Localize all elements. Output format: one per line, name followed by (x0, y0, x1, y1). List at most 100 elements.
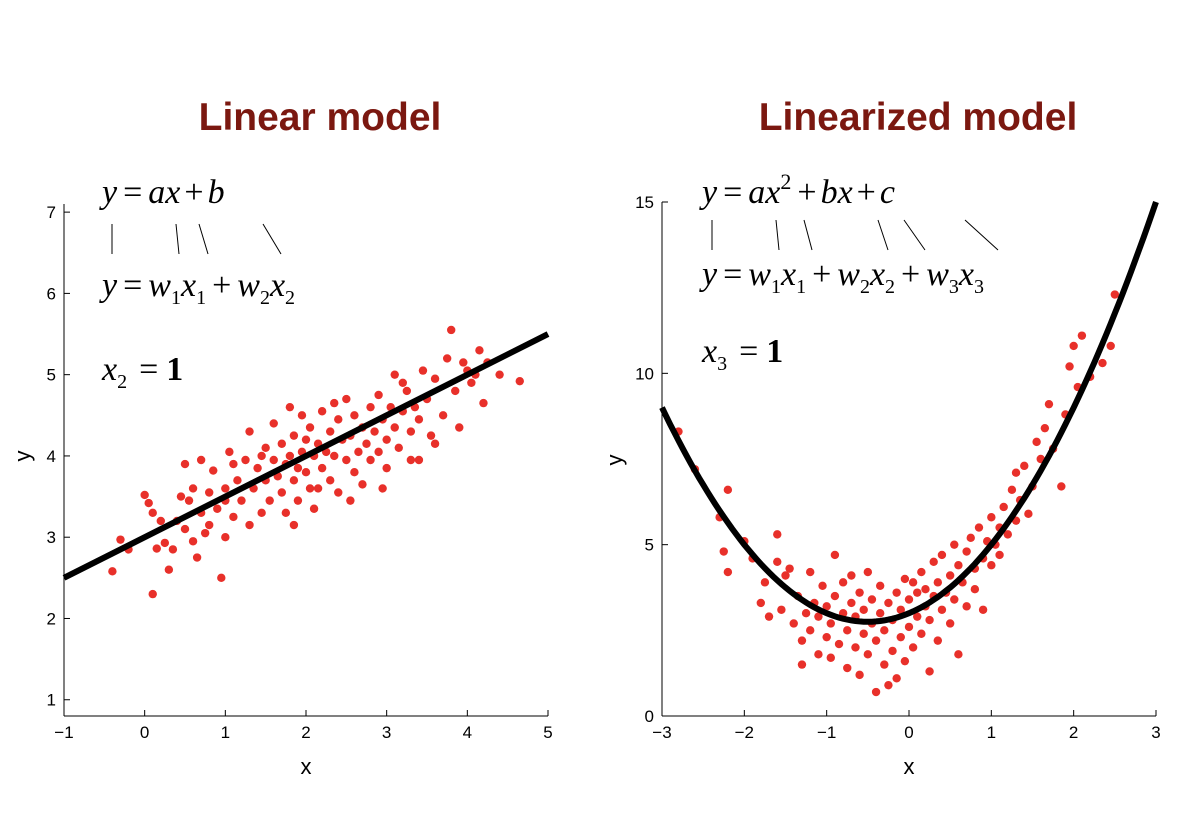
data-point (925, 667, 934, 676)
data-point (414, 455, 424, 465)
x-tick-label: 5 (543, 723, 552, 742)
data-point (1003, 530, 1012, 539)
data-point (834, 639, 844, 649)
data-point (871, 687, 881, 697)
equation-connector-lines (111, 223, 282, 255)
data-point (180, 524, 190, 534)
data-point (954, 561, 963, 570)
x-tick-label: 1 (987, 723, 996, 742)
data-point (237, 496, 246, 505)
data-point (764, 612, 774, 621)
data-point (1044, 399, 1054, 409)
data-point (838, 578, 848, 587)
data-point (1057, 482, 1066, 491)
data-point (855, 670, 864, 680)
data-point (884, 598, 893, 608)
data-point (334, 488, 343, 497)
data-point (945, 619, 955, 628)
data-point (196, 455, 206, 465)
data-point (406, 455, 416, 465)
data-point (814, 650, 823, 659)
y-tick-label: 1 (47, 691, 56, 710)
x-tick-label: −3 (652, 723, 671, 742)
data-point (451, 386, 460, 396)
data-point (426, 431, 436, 440)
data-point (265, 496, 274, 505)
data-point (305, 423, 315, 432)
fit-line (62, 331, 550, 581)
data-point (871, 636, 881, 645)
data-point (851, 643, 860, 652)
data-point (309, 504, 319, 513)
data-point (789, 619, 798, 628)
data-point (995, 550, 1004, 560)
data-point (152, 544, 161, 553)
data-point (773, 530, 782, 539)
data-point (921, 585, 930, 594)
data-point (229, 459, 238, 469)
data-point (140, 490, 149, 500)
data-point (354, 447, 363, 457)
data-point (950, 540, 959, 549)
data-point (144, 498, 153, 508)
x-tick-label: −2 (735, 723, 754, 742)
data-point (773, 557, 782, 566)
data-point (900, 574, 910, 584)
fit-curve (659, 201, 1159, 625)
data-point (917, 629, 926, 638)
y-tick-label: 5 (47, 366, 56, 385)
data-point (806, 626, 815, 635)
data-layer (62, 325, 550, 599)
x-tick-label: −1 (54, 723, 73, 742)
data-point (180, 459, 190, 469)
data-point (342, 455, 351, 465)
data-point (867, 595, 877, 604)
data-point (378, 484, 387, 493)
data-point (313, 484, 323, 493)
data-point (826, 653, 835, 662)
data-point (205, 488, 214, 497)
y-tick-label: 4 (47, 447, 56, 466)
data-point (257, 508, 266, 518)
data-point (394, 443, 403, 453)
data-point (148, 508, 157, 518)
data-point (108, 567, 117, 576)
data-point (475, 346, 484, 355)
data-point (908, 578, 918, 587)
y-tick-label: 0 (645, 707, 654, 726)
x-tick-label: 4 (463, 723, 472, 742)
data-point (459, 358, 468, 367)
data-point (822, 632, 831, 642)
data-point (847, 598, 856, 608)
data-point (797, 660, 807, 669)
x-tick-label: 3 (1151, 723, 1160, 742)
data-point (390, 370, 399, 379)
data-point (317, 407, 327, 416)
data-point (241, 455, 250, 465)
data-point (913, 588, 922, 597)
data-point (785, 564, 794, 573)
data-point (970, 585, 980, 594)
data-point (904, 622, 914, 632)
data-point (253, 463, 262, 473)
y-tick-label: 10 (635, 364, 654, 383)
data-point (221, 533, 230, 542)
data-point (875, 609, 885, 618)
data-point (430, 439, 440, 448)
data-point (245, 520, 254, 530)
equation-constant-feature: x2 = 1 (101, 351, 183, 393)
data-point (257, 451, 266, 461)
data-point (281, 508, 291, 518)
data-point (293, 463, 303, 473)
y-axis-label: y (10, 451, 35, 462)
data-point (966, 533, 975, 543)
data-point (402, 386, 412, 396)
data-point (1007, 485, 1017, 495)
data-point (382, 463, 391, 473)
data-point (366, 402, 375, 412)
data-point (888, 646, 897, 656)
data-point (346, 496, 355, 505)
data-point (164, 565, 174, 574)
data-point (374, 447, 383, 457)
